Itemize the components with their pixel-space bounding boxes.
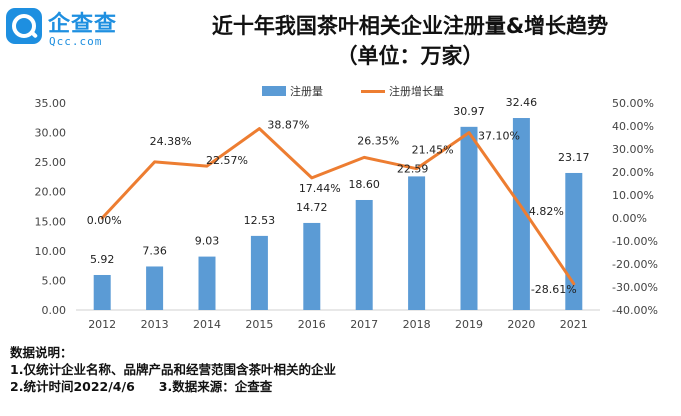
bar [93,274,111,310]
data-notes: 数据说明： 1.仅统计企业名称、品牌产品和经营范围含茶叶相关的企业 2.统计时间… [10,344,336,395]
y-right-tick-label: -30.00% [612,281,658,294]
line-value-label: 22.57% [206,154,248,167]
y-right-tick-label: 10.00% [612,189,654,202]
line-value-label: 38.87% [267,119,309,132]
y-right-tick-label: 20.00% [612,166,654,179]
x-tick-label: 2021 [560,318,588,331]
legend-label-line: 注册增长量 [389,85,444,98]
line-value-label: 21.45% [412,144,454,157]
line-value-label: 17.44% [299,182,341,195]
y-left-tick-label: 20.00 [35,186,67,199]
y-left-tick-label: 35.00 [35,97,67,110]
chart-subtitle: （单位：万家） [336,44,484,68]
bar [408,176,426,310]
legend-label-bar: 注册量 [290,85,323,98]
notes-line-1: 1.仅统计企业名称、品牌产品和经营范围含茶叶相关的企业 [10,362,336,377]
y-right-tick-label: 30.00% [612,143,654,156]
line-value-label: -28.61% [531,283,577,296]
y-right-tick-label: -40.00% [612,304,658,317]
chart-title: 近十年我国茶叶相关企业注册量&增长趋势 [211,14,609,38]
bar-value-label: 22.59 [397,162,429,175]
y-right-tick-label: -10.00% [612,235,658,248]
x-tick-label: 2015 [245,318,273,331]
legend-swatch-bar [262,86,286,96]
y-left-tick-label: 30.00 [35,127,67,140]
x-tick-label: 2012 [88,318,116,331]
bar-value-label: 30.97 [453,105,485,118]
y-left-tick-label: 10.00 [35,245,67,258]
y-left-tick-label: 0.00 [42,304,67,317]
bar-value-label: 5.92 [90,253,115,266]
y-left-tick-label: 25.00 [35,156,67,169]
bar-value-label: 32.46 [506,96,538,109]
x-tick-label: 2020 [507,318,535,331]
x-tick-label: 2016 [298,318,326,331]
bar [250,235,268,310]
line-value-label: 4.82% [529,205,564,218]
y-left-tick-label: 15.00 [35,215,67,228]
logo-name-cn: 企查查 [48,12,118,37]
bar [198,256,216,310]
y-right-tick-label: 50.00% [612,97,654,110]
y-left-tick-label: 5.00 [42,274,67,287]
bar-value-label: 18.60 [348,178,380,191]
qcc-logo: 企查查 Qcc.com [6,6,146,50]
bar [460,126,478,311]
y-right-tick-label: 0.00% [612,212,647,225]
line-value-label: 0.00% [87,214,122,227]
bar-value-label: 7.36 [142,244,167,257]
notes-line-2: 2.统计时间2022/4/6 [10,379,135,394]
bar-value-label: 12.53 [244,214,276,227]
notes-line-3: 3.数据来源：企查查 [158,379,273,394]
bar [355,199,373,310]
x-tick-label: 2017 [350,318,378,331]
magnifier-icon [6,8,42,44]
line-value-label: 26.35% [357,134,399,147]
x-tick-label: 2014 [193,318,221,331]
x-tick-label: 2018 [403,318,431,331]
bar-value-label: 9.03 [195,235,220,248]
chart-legend: 注册量 注册增长量 [0,83,681,99]
line-value-label: 37.10% [478,130,520,143]
x-tick-label: 2019 [455,318,483,331]
bar [146,266,164,310]
bar [512,118,530,311]
bar [303,222,321,310]
notes-heading: 数据说明： [10,345,73,360]
legend-swatch-line [361,90,385,93]
y-right-tick-label: 40.00% [612,120,654,133]
line-value-label: 24.38% [150,135,192,148]
logo-name-en: Qcc.com [49,35,103,48]
y-right-tick-label: -20.00% [612,258,658,271]
growth-line [100,127,576,286]
bar-value-label: 14.72 [296,201,328,214]
bar-value-label: 23.17 [558,151,590,164]
x-tick-label: 2013 [141,318,169,331]
